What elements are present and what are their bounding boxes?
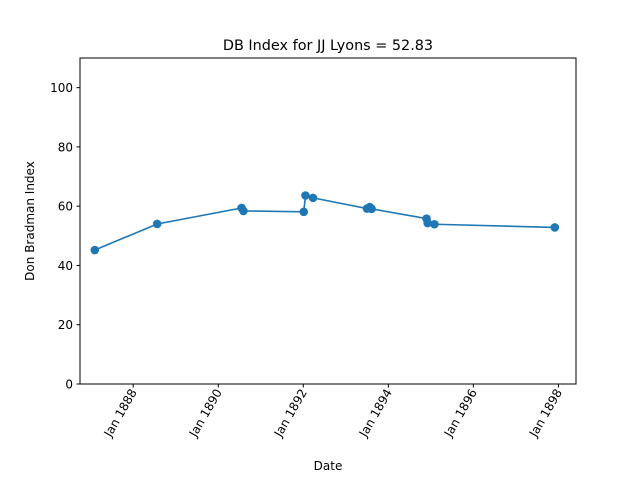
- y-tick-label: 40: [58, 259, 73, 273]
- data-point: [239, 206, 248, 216]
- plot-frame: [79, 57, 577, 385]
- data-point: [423, 218, 433, 228]
- y-tick-label: 60: [58, 200, 73, 214]
- chart-title: DB Index for JJ Lyons = 52.83: [223, 38, 433, 54]
- data-point: [308, 193, 318, 203]
- data-point: [367, 204, 376, 214]
- data-point: [152, 219, 162, 229]
- y-tick-label: 80: [58, 140, 73, 154]
- y-tick-label: 100: [50, 81, 73, 95]
- plot-area: [90, 191, 560, 255]
- data-point: [550, 223, 560, 232]
- y-tick-label: 20: [58, 318, 73, 332]
- y-axis: 0 20 40 60 80 100: [50, 81, 80, 392]
- data-point: [301, 191, 310, 200]
- data-point: [90, 245, 100, 255]
- data-point: [430, 219, 439, 229]
- x-axis-label: Date: [314, 459, 343, 473]
- data-point: [299, 207, 309, 217]
- y-axis-label: Don Bradman Index: [23, 161, 37, 281]
- y-tick-label: 0: [65, 378, 73, 392]
